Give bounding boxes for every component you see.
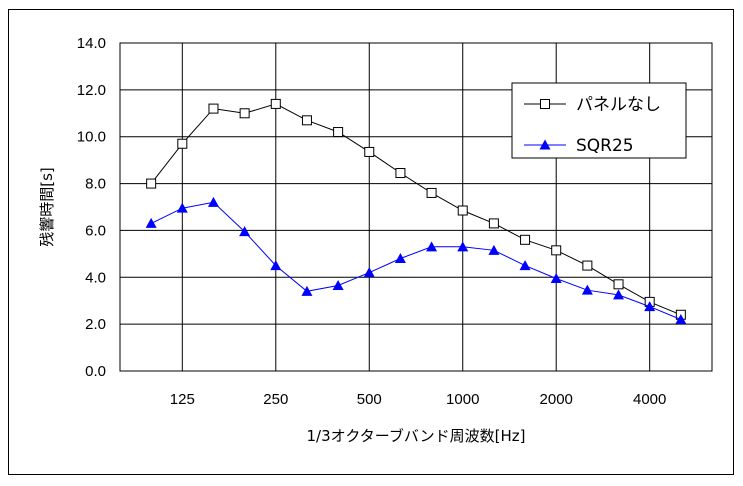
- x-tick-label: 2000: [540, 391, 573, 408]
- y-tick-label: 10.0: [77, 129, 106, 146]
- data-point-square: [364, 146, 375, 157]
- y-tick-label: 0.0: [85, 363, 106, 380]
- x-tick-label: 125: [170, 391, 195, 408]
- series-layer: [145, 98, 687, 324]
- data-point-square: [488, 218, 499, 229]
- legend-marker-filled-triangle: [539, 139, 551, 150]
- x-tick-label: 500: [357, 391, 382, 408]
- data-point-square: [208, 103, 219, 114]
- data-point-triangle: [176, 202, 188, 213]
- data-point-square: [333, 127, 344, 138]
- legend-marker-open-square: [540, 99, 550, 109]
- data-point-triangle: [394, 253, 406, 264]
- data-point-square: [551, 245, 562, 256]
- y-tick-label: 14.0: [77, 35, 106, 52]
- data-point-square: [582, 260, 593, 271]
- series-line: [150, 201, 681, 320]
- y-tick-label: 2.0: [85, 316, 106, 333]
- x-tick-label: 250: [263, 391, 288, 408]
- data-point-triangle: [519, 260, 531, 271]
- data-point-triangle: [145, 217, 157, 228]
- y-tick-label: 8.0: [85, 176, 106, 193]
- data-point-triangle: [301, 285, 313, 296]
- data-point-triangle: [581, 284, 593, 295]
- chart-frame: [8, 9, 734, 475]
- data-point-square: [239, 108, 250, 119]
- data-point-square: [270, 98, 281, 109]
- data-point-triangle: [207, 196, 219, 207]
- data-point-square: [457, 205, 468, 216]
- series-line: [150, 103, 681, 316]
- y-tick-label: 6.0: [85, 222, 106, 239]
- data-point-triangle: [613, 289, 625, 300]
- data-point-triangle: [426, 241, 438, 252]
- data-point-triangle: [239, 226, 251, 237]
- data-point-triangle: [675, 313, 687, 324]
- data-point-square: [177, 138, 188, 149]
- y-tick-label: 12.0: [77, 82, 106, 99]
- data-point-triangle: [270, 260, 282, 271]
- data-point-square: [426, 187, 437, 198]
- data-point-triangle: [644, 301, 656, 312]
- x-tick-label: 1000: [446, 391, 479, 408]
- data-point-square: [146, 178, 157, 189]
- data-point-square: [301, 115, 312, 126]
- data-point-square: [520, 234, 531, 245]
- y-tick-labels: 0.0 2.0 4.0 6.0 8.0 10.0 12.0 14.0: [77, 35, 106, 380]
- series-0: [146, 98, 686, 320]
- data-point-square: [613, 279, 624, 290]
- legend-label-panel-none: パネルなし: [576, 95, 661, 115]
- series-1: [145, 196, 687, 324]
- data-point-triangle: [363, 267, 375, 278]
- data-point-triangle: [488, 244, 500, 255]
- x-tick-labels: 125 250 500 1000 2000 4000: [170, 391, 667, 408]
- data-point-square: [395, 168, 406, 179]
- y-tick-label: 4.0: [85, 269, 106, 286]
- legend-label-sqr25: SQR25: [576, 136, 634, 156]
- y-axis-title: 残響時間[s]: [38, 167, 56, 247]
- data-point-triangle: [550, 272, 562, 283]
- x-tick-label: 4000: [633, 391, 666, 408]
- data-point-triangle: [457, 241, 469, 252]
- gridlines: [120, 43, 712, 371]
- legend: パネルなし SQR25: [511, 82, 687, 159]
- data-point-triangle: [332, 279, 344, 290]
- x-axis-title: 1/3オクターブバンド周波数[Hz]: [307, 427, 526, 445]
